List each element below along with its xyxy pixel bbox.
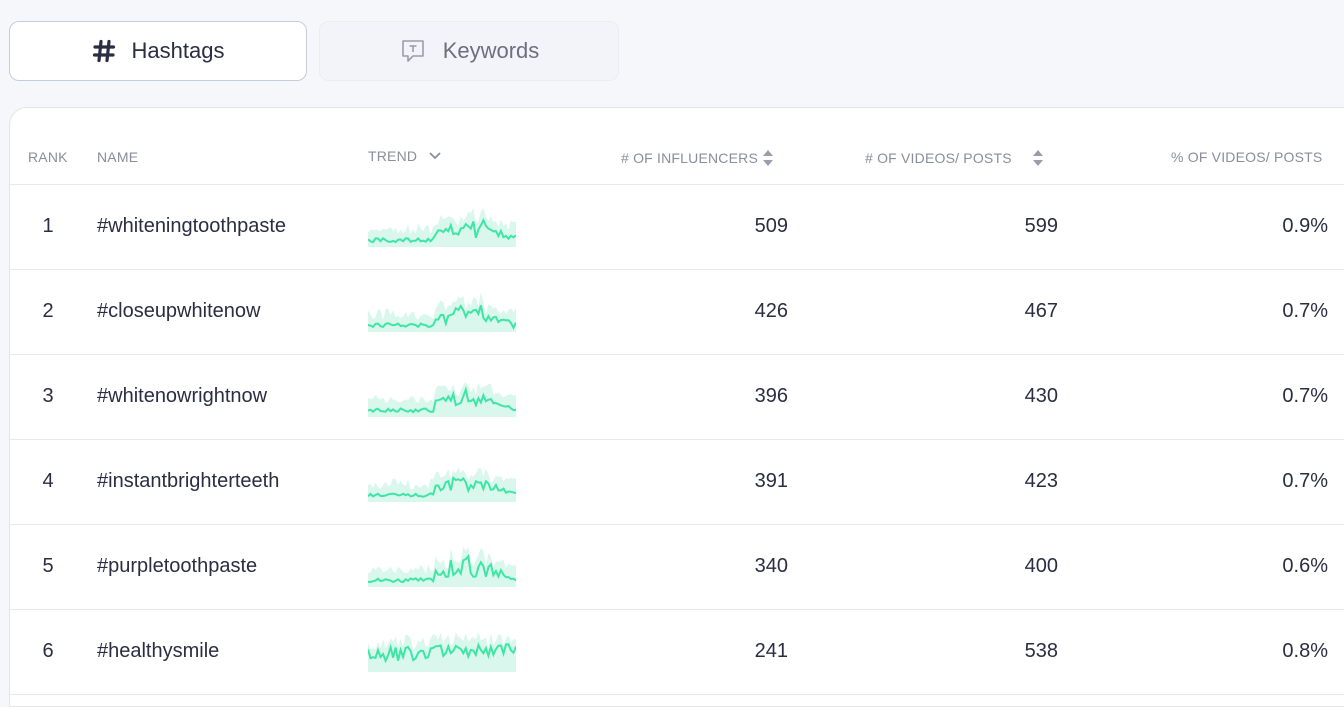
table-row[interactable]: 1 #whiteningtoothpaste 509 599 0.9% (10, 184, 1344, 270)
tab-hashtags[interactable]: Hashtags (9, 21, 307, 81)
table-row[interactable]: 6 #healthysmile 241 538 0.8% (10, 609, 1344, 695)
influencer-count: 241 (754, 640, 788, 662)
hashtag-name[interactable]: #purpletoothpaste (97, 555, 258, 577)
rank-cell: 1 (42, 215, 54, 237)
sparkline-svg (368, 207, 516, 247)
trend-sparkline (368, 354, 516, 439)
keyword-chat-icon (399, 37, 427, 65)
sort-icon[interactable] (1032, 149, 1044, 167)
video-percent: 0.9% (1282, 215, 1328, 237)
rank-cell: 5 (42, 555, 54, 577)
column-percent: % OF VIDEOS/ POSTS (1171, 149, 1323, 165)
influencer-count: 426 (754, 300, 788, 322)
trend-sparkline (368, 269, 516, 354)
column-rank: RANK (28, 149, 68, 165)
sparkline-svg (368, 546, 516, 587)
video-percent: 0.6% (1282, 555, 1328, 577)
sort-icon[interactable] (762, 149, 774, 167)
tab-keywords[interactable]: Keywords (319, 21, 619, 81)
trend-sparkline (368, 184, 516, 269)
video-count: 599 (1024, 215, 1058, 237)
trend-sparkline (368, 524, 516, 609)
hashtag-name[interactable]: #closeupwhitenow (97, 300, 261, 322)
tab-hashtags-label: Hashtags (131, 38, 225, 63)
sparkline-svg (368, 466, 516, 502)
influencer-count: 509 (754, 215, 788, 237)
video-count: 538 (1024, 640, 1058, 662)
hashtag-name[interactable]: #whitenowrightnow (97, 385, 268, 407)
table-row[interactable]: 3 #whitenowrightnow 396 430 0.7% (10, 354, 1344, 440)
video-count: 430 (1024, 385, 1058, 407)
sparkline-svg (368, 291, 516, 332)
tab-bar: Hashtags Keywords (9, 21, 619, 81)
video-percent: 0.7% (1282, 470, 1328, 492)
hashtag-table: RANK NAME TREND # OF INFLUENCERS # OF VI… (9, 107, 1344, 707)
tab-keywords-label: Keywords (442, 38, 540, 63)
influencer-count: 396 (754, 385, 788, 407)
video-count: 467 (1024, 300, 1058, 322)
rank-cell: 6 (42, 640, 54, 662)
video-count: 400 (1024, 555, 1058, 577)
column-trend[interactable]: TREND (368, 148, 441, 164)
table-row[interactable]: 2 #closeupwhitenow 426 467 0.7% (10, 269, 1344, 355)
column-videos[interactable]: # OF VIDEOS/ POSTS (865, 149, 1044, 167)
video-percent: 0.7% (1282, 300, 1328, 322)
hashtag-name[interactable]: #instantbrighterteeth (97, 470, 280, 492)
table-header: RANK NAME TREND # OF INFLUENCERS # OF VI… (10, 108, 1344, 185)
hashtag-name[interactable]: #healthysmile (97, 640, 220, 662)
trend-sparkline (368, 439, 516, 524)
video-percent: 0.7% (1282, 385, 1328, 407)
influencer-count: 340 (754, 555, 788, 577)
table-row[interactable]: 5 #purpletoothpaste 340 400 0.6% (10, 524, 1344, 610)
column-name: NAME (97, 149, 139, 165)
hashtag-name[interactable]: #whiteningtoothpaste (97, 215, 287, 237)
sparkline-svg (368, 381, 516, 417)
rank-cell: 2 (42, 300, 54, 322)
influencer-count: 391 (754, 470, 788, 492)
hash-icon (92, 39, 116, 63)
column-influencers[interactable]: # OF INFLUENCERS (621, 149, 774, 167)
rank-cell: 4 (42, 470, 54, 492)
trend-sparkline (368, 609, 516, 694)
rank-cell: 3 (42, 385, 54, 407)
chevron-down-icon[interactable] (429, 152, 441, 160)
sparkline-svg (368, 631, 516, 672)
video-percent: 0.8% (1282, 640, 1328, 662)
video-count: 423 (1024, 470, 1058, 492)
table-row[interactable]: 4 #instantbrighterteeth 391 423 0.7% (10, 439, 1344, 525)
